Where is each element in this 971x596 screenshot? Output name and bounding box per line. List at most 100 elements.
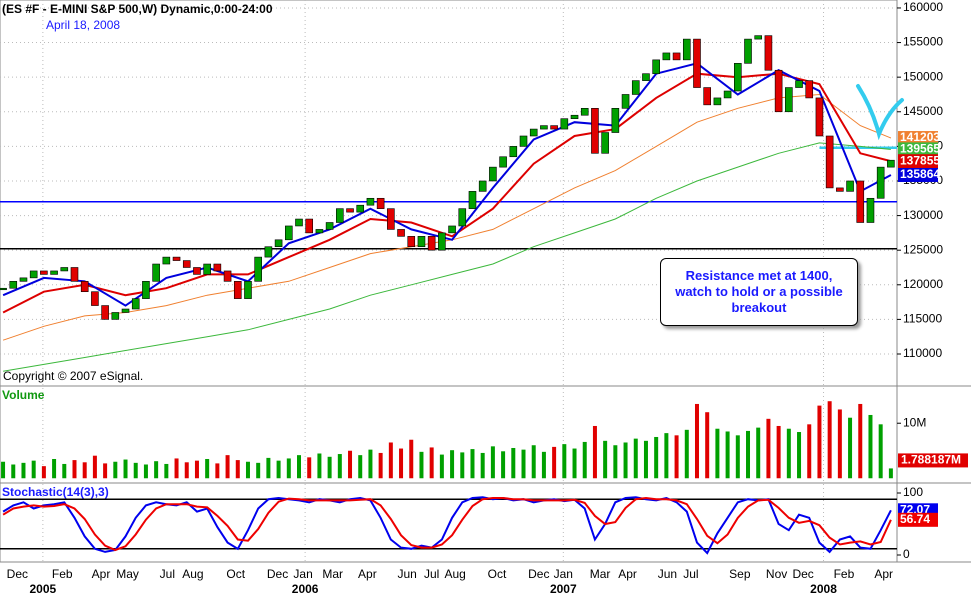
candle	[356, 204, 365, 213]
volume-bar	[399, 448, 404, 479]
arrow	[856, 84, 904, 141]
candle	[550, 125, 558, 130]
volume-bar	[307, 457, 312, 479]
candle	[693, 38, 701, 88]
candle	[244, 281, 252, 299]
candle	[172, 256, 181, 261]
candle	[9, 281, 18, 289]
volume-bar	[501, 451, 506, 479]
x-tick-label: Dec	[792, 567, 813, 581]
volume-bar	[837, 409, 842, 479]
volume-bar	[684, 429, 689, 479]
candle	[407, 236, 416, 248]
candle	[366, 197, 375, 206]
volume-bar	[715, 428, 720, 479]
candle	[785, 87, 793, 113]
candle	[325, 222, 334, 230]
y-tick-label: 10M	[903, 415, 926, 429]
volume-bar	[552, 446, 557, 479]
volume-bar	[245, 461, 250, 479]
candle	[131, 298, 140, 310]
volume-bar	[348, 450, 353, 479]
candle	[427, 236, 436, 251]
volume-bar	[286, 458, 291, 479]
value-box	[898, 167, 938, 182]
volume-bar	[541, 451, 546, 479]
candle	[764, 35, 773, 71]
volume-bar	[368, 449, 373, 479]
volume-bar	[592, 425, 597, 479]
x-tick-label: Jul	[160, 567, 175, 581]
candle	[621, 94, 630, 109]
panel-title: Volume	[2, 388, 45, 402]
candle	[397, 229, 405, 237]
volume-bar	[572, 448, 577, 479]
x-tick-label: Jan	[293, 567, 312, 581]
volume-bar	[766, 418, 771, 479]
candle	[580, 108, 589, 116]
moving-average	[2, 62, 892, 307]
candle	[50, 270, 58, 275]
candle	[29, 270, 38, 279]
volume-bar	[21, 462, 26, 479]
candle	[417, 236, 426, 248]
volume-bar	[807, 424, 812, 479]
x-tick-label: Feb	[52, 567, 73, 581]
candle	[387, 208, 395, 230]
volume-bar	[654, 436, 659, 479]
candle	[111, 312, 120, 320]
volume-bar	[215, 463, 220, 479]
candle	[274, 239, 283, 248]
volume-bar	[276, 460, 281, 479]
volume-bar	[92, 455, 97, 479]
candle	[468, 191, 477, 209]
candle	[336, 208, 344, 223]
volume-bar	[776, 425, 781, 479]
x-tick-label: Dec	[267, 567, 288, 581]
volume-bar	[439, 454, 444, 479]
candle	[856, 180, 865, 223]
volume-bar	[41, 466, 46, 479]
volume-bar	[337, 454, 342, 479]
candle	[203, 263, 211, 275]
volume-bar	[511, 447, 516, 479]
candle	[346, 208, 354, 213]
candle	[611, 108, 620, 133]
candle	[80, 281, 89, 293]
volume-bar	[694, 403, 699, 479]
candle	[529, 128, 538, 137]
candle	[601, 132, 609, 154]
candle	[734, 63, 742, 92]
chart-title: (ES #F - E-MINI S&P 500,W) Dynamic,0:00-…	[2, 2, 273, 16]
value-box	[898, 142, 938, 157]
candle	[438, 232, 446, 251]
candle	[754, 35, 763, 40]
x-tick-label: Feb	[834, 567, 855, 581]
volume-bar	[327, 456, 332, 479]
volume-bar	[256, 462, 261, 479]
candle	[672, 52, 681, 61]
x-tick-label: Jan	[554, 567, 573, 581]
candle	[448, 225, 456, 234]
volume-bar	[664, 433, 669, 479]
volume-bar	[705, 412, 710, 479]
candle	[652, 59, 660, 75]
candle	[162, 256, 171, 265]
x-tick-label: Mar	[590, 567, 611, 581]
volume-bar	[797, 432, 802, 479]
y-tick-label: 160000	[903, 0, 943, 14]
value-box-label: 141203	[900, 130, 940, 144]
candle	[60, 267, 69, 272]
volume-bar	[388, 442, 393, 479]
year-label: 2007	[550, 582, 577, 596]
volume-bar	[143, 464, 148, 479]
candle	[295, 218, 303, 227]
x-tick-label: May	[116, 567, 139, 581]
volume-bar	[378, 452, 383, 479]
candle	[182, 260, 191, 268]
volume-bar	[297, 455, 301, 479]
copyright: Copyright © 2007 eSignal.	[3, 369, 143, 383]
value-box-label: 139565	[900, 142, 940, 156]
candle	[570, 114, 579, 119]
volume-bar	[225, 455, 230, 479]
